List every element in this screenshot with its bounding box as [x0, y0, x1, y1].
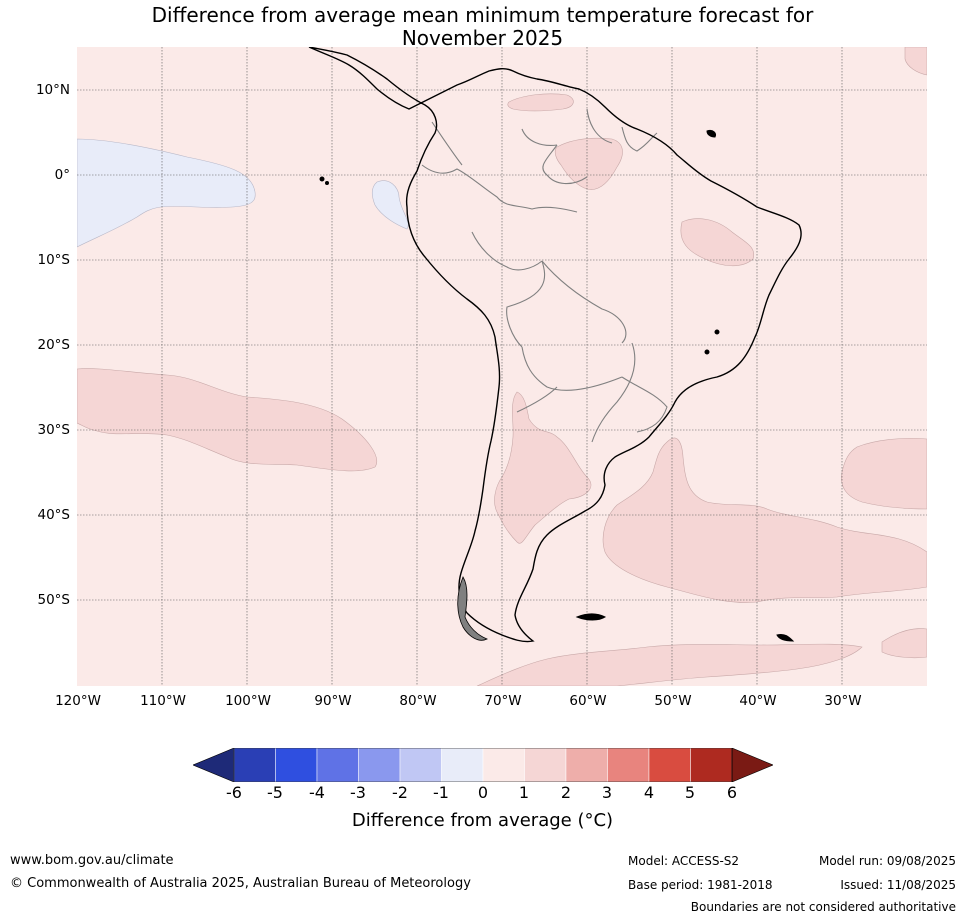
colorbar-tick: -1	[433, 783, 449, 802]
positive-anomaly-northeast	[904, 47, 927, 76]
model-text: Model: ACCESS-S2	[628, 854, 740, 868]
chile-fjords	[457, 576, 488, 641]
colorbar-extend-high	[731, 748, 773, 782]
title-line-2: November 2025	[401, 26, 564, 50]
positive-anomaly-guianas	[554, 137, 623, 190]
positive-anomaly-south-atlantic	[602, 437, 927, 603]
issued-text: Issued: 11/08/2025	[840, 878, 956, 892]
positive-anomaly-far-south	[476, 643, 863, 686]
copyright-text: © Commonwealth of Australia 2025, Austra…	[10, 876, 471, 891]
colorbar-segment	[275, 748, 318, 782]
colorbar-tick: -4	[309, 783, 325, 802]
lat-label-20s: 20°S	[37, 337, 71, 353]
title-line-1: Difference from average mean minimum tem…	[151, 3, 814, 27]
colorbar-segment	[233, 748, 276, 782]
positive-anomaly-caribbean	[507, 93, 574, 112]
positive-anomaly-pacific	[77, 368, 377, 472]
lon-label-70w: 70°W	[484, 693, 522, 709]
base-period-text: Base period: 1981-2018	[628, 878, 773, 892]
lon-label-120w: 120°W	[55, 693, 101, 709]
lon-label-30w: 30°W	[824, 693, 862, 709]
negative-anomaly-pacific	[77, 138, 256, 248]
negative-anomaly-galapagos	[371, 180, 409, 230]
colorbar-tick: 4	[643, 783, 655, 802]
colorbar-segment	[524, 748, 567, 782]
colorbar-extend-low	[193, 748, 235, 782]
colorbar-tick: 6	[726, 783, 738, 802]
lat-label-30s: 30°S	[37, 422, 71, 438]
country-borders	[421, 108, 668, 443]
lat-label-50s: 50°S	[37, 592, 71, 608]
positive-anomaly-southeast	[881, 628, 927, 659]
gridlines	[77, 47, 927, 686]
colorbar	[193, 748, 773, 782]
colorbar-tick: 3	[601, 783, 613, 802]
colorbar-segment	[690, 748, 733, 782]
colorbar-label: Difference from average (°C)	[351, 810, 614, 831]
lat-label-40s: 40°S	[37, 507, 71, 523]
map-panel	[77, 47, 927, 686]
colorbar-segment	[358, 748, 401, 782]
colorbar-tick: 5	[684, 783, 696, 802]
colorbar-tick: -3	[350, 783, 366, 802]
model-run-text: Model run: 09/08/2025	[818, 854, 956, 868]
positive-anomaly-east-atlantic	[841, 437, 927, 510]
lon-label-60w: 60°W	[569, 693, 607, 709]
positive-anomaly-brazil	[680, 218, 755, 267]
colorbar-tick: 2	[560, 783, 572, 802]
lon-label-50w: 50°W	[654, 693, 692, 709]
lon-label-110w: 110°W	[140, 693, 186, 709]
lon-label-100w: 100°W	[225, 693, 271, 709]
islands	[319, 130, 795, 642]
colorbar-tick: -5	[267, 783, 283, 802]
disclaimer-text: Boundaries are not considered authoritat…	[690, 900, 956, 914]
colorbar-segment	[565, 748, 608, 782]
map-title: Difference from average mean minimum tem…	[0, 4, 965, 50]
colorbar-segment	[482, 748, 525, 782]
lon-label-40w: 40°W	[739, 693, 777, 709]
colorbar-tick: 0	[477, 783, 489, 802]
colorbar-tick: -6	[226, 783, 242, 802]
colorbar-segment	[607, 748, 650, 782]
colorbar-tick: 1	[518, 783, 530, 802]
lat-label-10n: 10°N	[35, 82, 70, 98]
colorbar-segment	[441, 748, 484, 782]
colorbar-segment	[648, 748, 691, 782]
lat-label-10s: 10°S	[37, 252, 71, 268]
colorbar-outline	[233, 748, 733, 782]
south-america-coastline	[308, 47, 802, 643]
lat-label-0: 0°	[54, 167, 70, 183]
lon-label-80w: 80°W	[399, 693, 437, 709]
colorbar-segment	[316, 748, 359, 782]
website-link[interactable]: www.bom.gov.au/climate	[10, 853, 174, 868]
lon-label-90w: 90°W	[314, 693, 352, 709]
colorbar-segment	[399, 748, 442, 782]
colorbar-tick: -2	[392, 783, 408, 802]
